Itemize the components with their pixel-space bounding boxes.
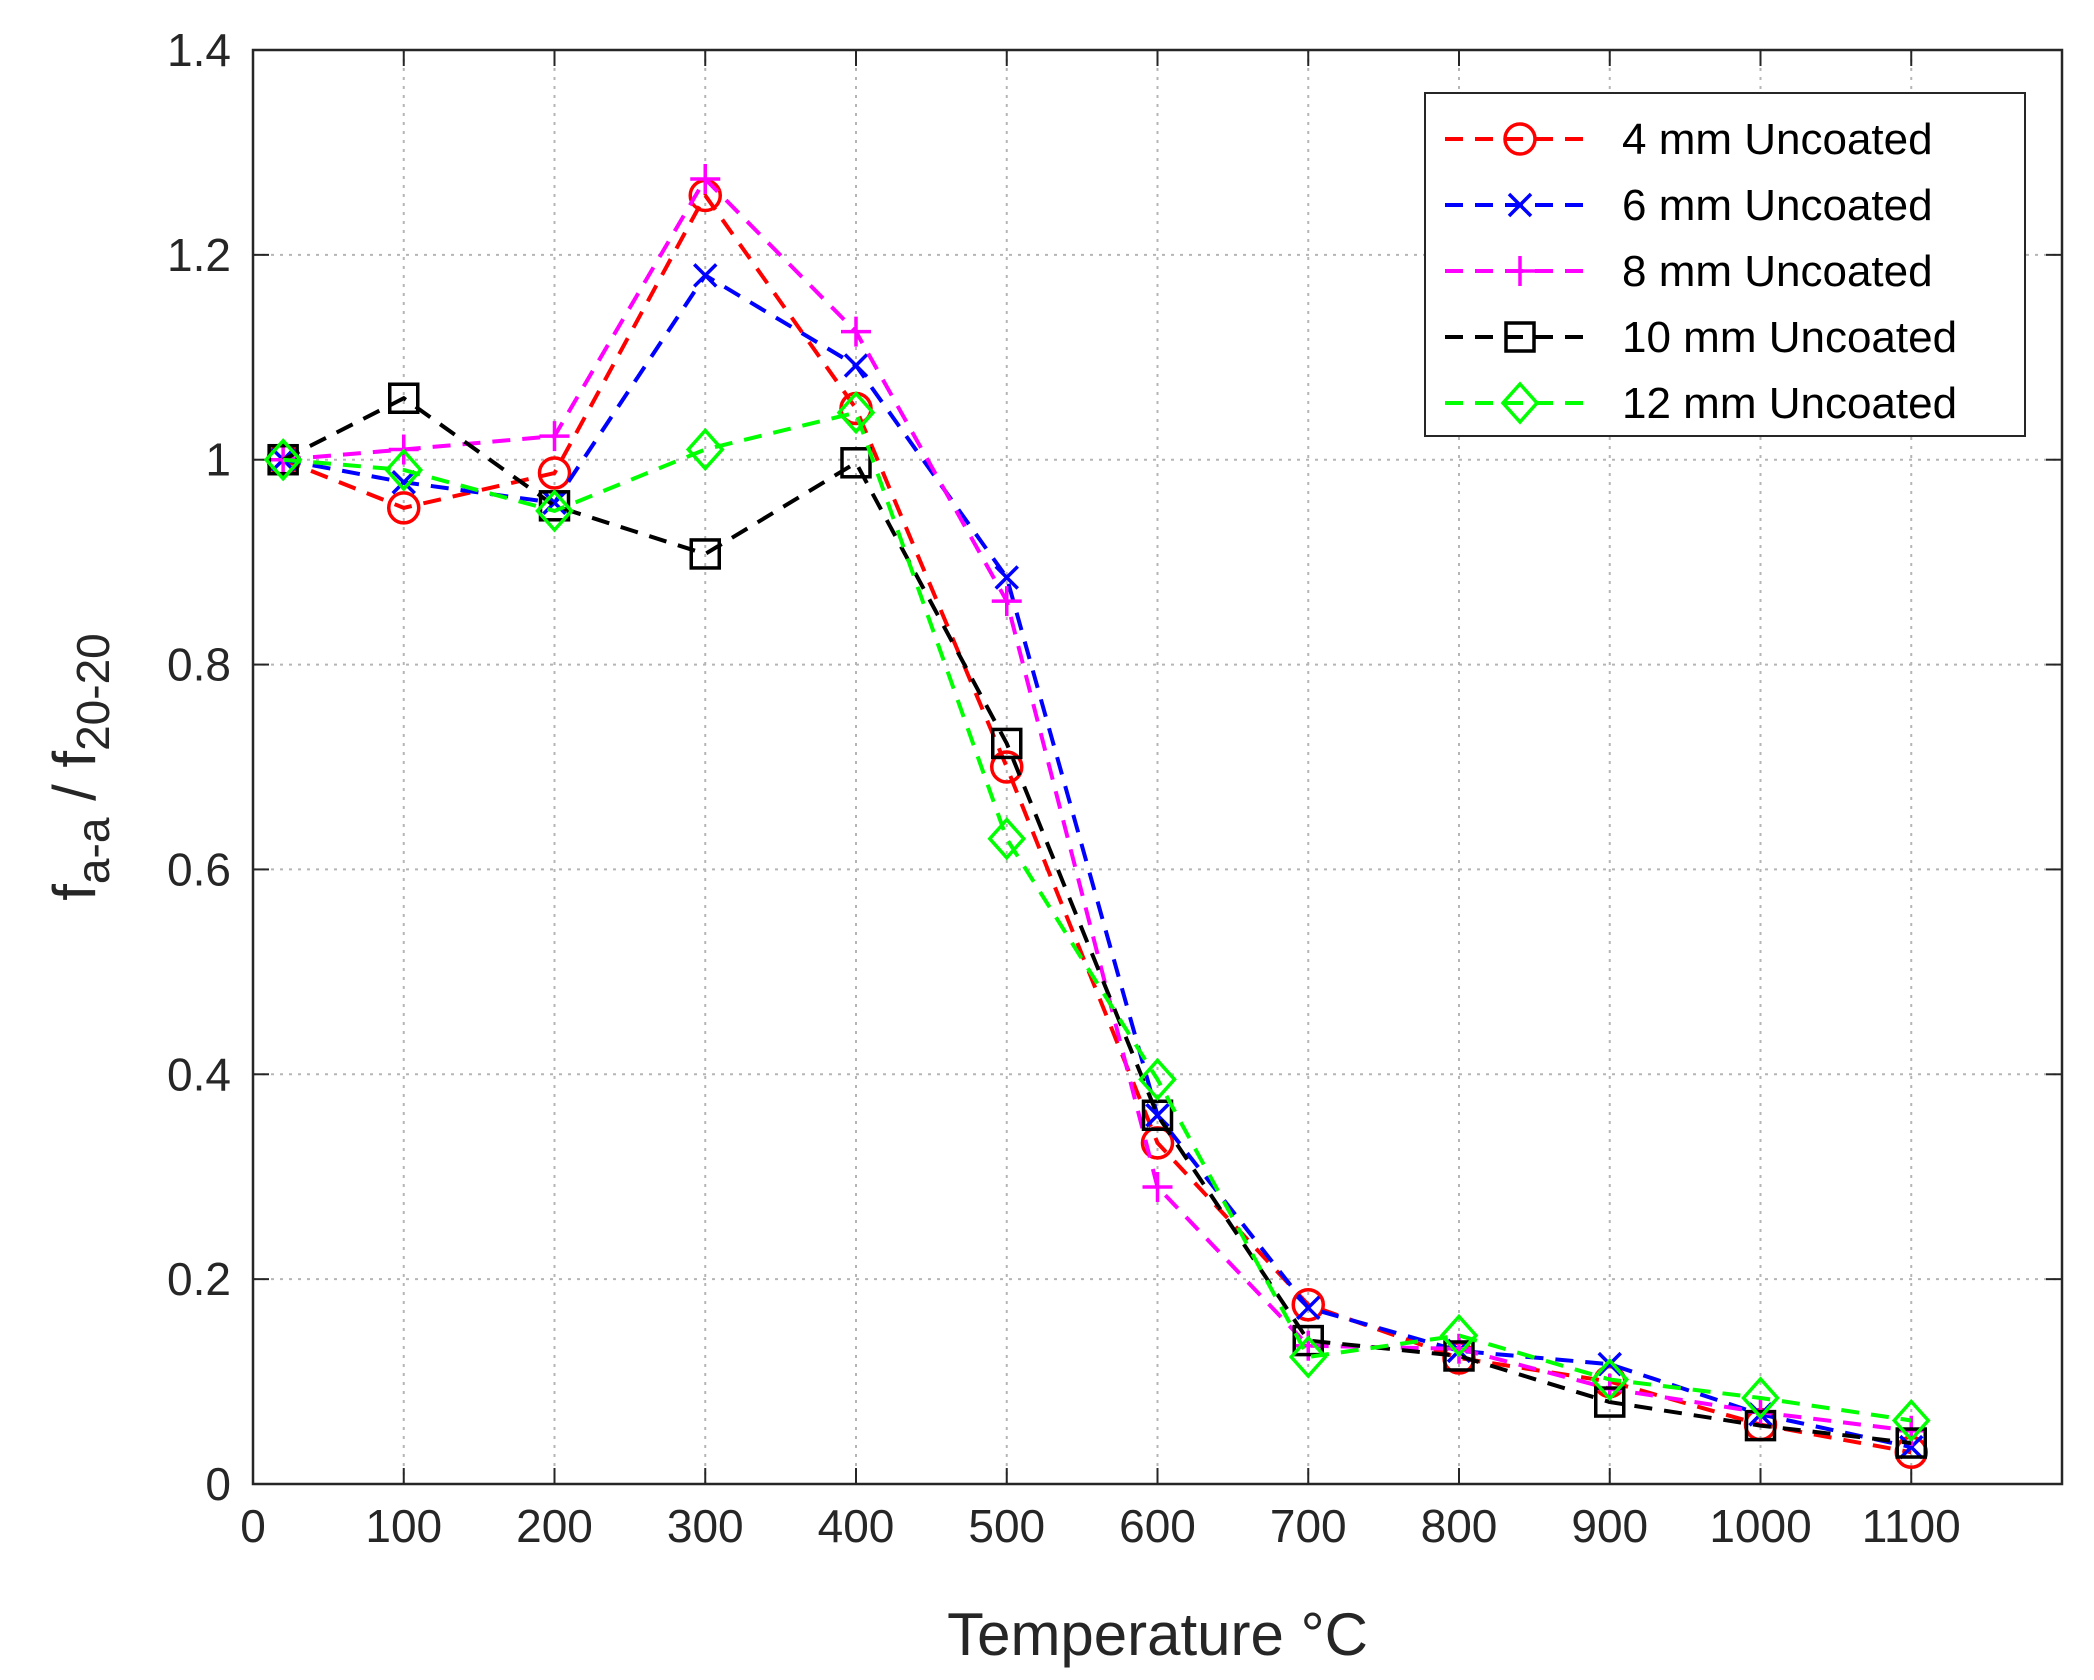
data-point [991,586,1022,617]
y-tick-label: 1 [205,434,231,486]
x-tick-label: 600 [1119,1500,1196,1552]
y-label-sub-1: a-a [67,817,119,884]
legend-box [1424,92,2026,437]
data-point [685,427,725,472]
y-label-mid: / f [41,751,108,818]
y-tick-label: 1.2 [167,229,231,281]
data-point [843,353,869,378]
legend-marker [1507,192,1533,218]
y-label-sub-2: 20-20 [67,633,119,751]
x-tick-label: 800 [1421,1500,1498,1552]
series-line [282,272,1912,1450]
data-point [387,491,421,525]
legend-label: 8 mm Uncoated [1622,247,1933,296]
x-tick-label: 300 [667,1500,744,1552]
data-point [539,421,570,452]
data-point [693,263,718,288]
y-tick-label: 0.4 [167,1048,231,1100]
data-point [1142,1171,1173,1202]
y-tick-label: 0.8 [167,639,231,691]
legend-item: 8 mm Uncoated [1445,247,1933,296]
data-point [1594,1386,1626,1418]
data-point [690,164,721,195]
legend-label: 10 mm Uncoated [1622,313,1957,362]
data-point [991,727,1023,760]
series-line [282,410,1912,1423]
x-tick-label: 1100 [1862,1500,1961,1552]
data-point [841,316,871,347]
data-point [994,565,1019,590]
y-tick-label: 0.2 [167,1253,231,1305]
x-tick-label: 500 [968,1500,1045,1552]
x-tick-label: 0 [240,1500,266,1552]
y-tick-label: 0.6 [167,843,231,895]
data-point [836,390,876,435]
y-tick-label: 1.4 [167,24,231,76]
y-tick-label: 0 [205,1458,231,1510]
series-layer [263,164,1931,1469]
data-point [1899,1434,1924,1460]
data-point [1590,1357,1630,1402]
data-point [1597,1351,1622,1377]
data-point [1138,1057,1177,1102]
data-point [1292,1324,1324,1357]
data-point [1891,1398,1931,1443]
x-tick-label: 100 [365,1500,442,1552]
data-point [263,438,303,482]
legend-marker [1505,256,1535,286]
data-point [840,447,872,479]
data-point [391,470,416,495]
axis-ticks [252,49,2062,1485]
y-tick-labels: 0 0.2 0.4 0.6 0.8 1 1.2 1.4 [167,24,231,1510]
legend-marker [1500,381,1540,425]
x-axis-label: Temperature °C [947,1601,1368,1668]
x-tick-label: 400 [818,1500,895,1552]
legend-label: 12 mm Uncoated [1622,379,1957,428]
legend-marker [1504,321,1536,353]
y-axis-label: fa-a / f20-20 [41,633,119,901]
data-point [1741,1376,1780,1420]
series-line [282,395,1912,1446]
data-point [1291,1288,1325,1322]
data-point [987,817,1027,861]
data-point [1443,1340,1475,1372]
x-tick-label: 200 [516,1500,593,1552]
series-line [282,175,1912,1433]
data-point [1439,1313,1479,1358]
legend-item: 4 mm Uncoated [1445,115,1933,164]
x-tick-label: 700 [1270,1500,1347,1552]
data-point [1141,1099,1174,1132]
data-point [689,538,721,570]
legend-marker [1503,122,1537,156]
legend-item: 6 mm Uncoated [1445,181,1933,230]
x-tick-labels: 0 100 200 300 400 500 600 700 800 900 1000 1100 [240,1500,1961,1552]
data-point [537,456,572,490]
x-tick-label: 1000 [1709,1500,1811,1552]
series-5 [263,390,1931,1443]
legend-label: 6 mm Uncoated [1622,181,1933,230]
data-point [1145,1103,1170,1128]
x-tick-label: 900 [1571,1500,1648,1552]
data-point [384,448,424,492]
data-point [1444,1333,1474,1364]
data-point [1296,1295,1321,1321]
data-point [1744,1409,1777,1442]
data-point [388,382,420,415]
y-label-base-1: f [41,884,108,901]
data-point [990,750,1024,784]
legend-item: 10 mm Uncoated [1445,313,1957,362]
legend-label: 4 mm Uncoated [1622,115,1933,164]
series-line [282,191,1912,1455]
data-point [1895,1427,1927,1459]
data-point [535,489,574,533]
legend: 4 mm Uncoated 6 mm Uncoated 8 mm Uncoated 1… [1424,92,2026,437]
legend-item: 12 mm Uncoated [1445,379,1957,428]
data-point [1288,1335,1328,1379]
